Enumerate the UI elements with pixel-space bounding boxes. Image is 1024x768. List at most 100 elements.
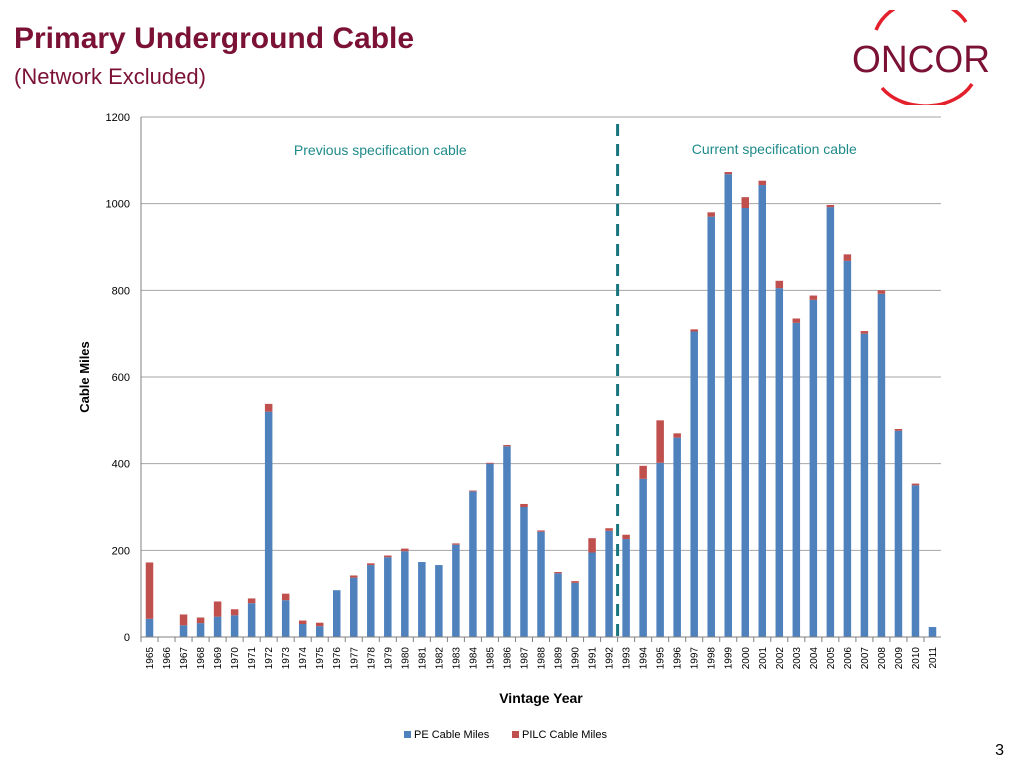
x-tick-label: 1992 [605,647,616,670]
bar-pilc-1973 [281,593,290,601]
bar-pe-1970 [230,615,239,637]
bar-pilc-1977 [350,575,358,578]
x-tick-label: 2002 [775,647,786,670]
bar-pe-1965 [145,618,154,637]
bar-pilc-2006 [843,254,852,261]
x-tick-label: 1982 [434,647,445,670]
slide-subtitle: (Network Excluded) [14,64,206,89]
x-tick-label: 1968 [196,647,207,670]
bar-pilc-1970 [230,609,239,616]
bar-pe-1979 [384,557,392,637]
x-tick-label: 1983 [451,647,462,670]
x-tick-label: 2011 [928,647,939,669]
bar-pe-2006 [843,260,852,637]
bar-pe-1989 [554,573,562,637]
bar-pe-1980 [401,551,409,637]
bar-pe-1994 [639,478,647,637]
x-tick-label: 1987 [519,647,530,670]
y-tick-labels: 0 200 400 600 800 1000 1200 [106,112,130,644]
bar-pe-1982 [435,565,443,637]
bar-pe-1967 [179,625,188,637]
bar-pilc-1997 [690,329,698,332]
bar-pe-1983 [452,544,460,637]
x-tick-label: 1999 [724,647,735,670]
x-tick-label: 2009 [894,647,905,670]
page-number: 3 [995,742,1004,759]
x-tick-label: 1998 [707,647,718,670]
x-tick-label: 2008 [877,647,888,670]
x-tick-label: 2000 [741,647,752,670]
bar-pe-1988 [537,531,545,637]
x-tick-label: 1976 [332,647,343,670]
bar-pilc-1985 [486,462,494,464]
bar-pilc-1969 [213,601,222,617]
annotation-previous-spec: Previous specification cable [294,142,467,158]
bar-pilc-1980 [401,548,409,552]
x-tick-label: 1974 [298,647,309,670]
bar-pilc-1984 [469,490,477,492]
bar-pe-2007 [860,333,869,637]
bar-pe-1985 [486,463,494,637]
bar-pe-1995 [656,462,664,637]
x-tick-label: 1981 [417,647,428,670]
x-tick-label: 1972 [264,647,275,670]
y-axis-label: Cable Miles [77,341,92,413]
bar-pilc-1994 [639,465,647,479]
x-tick-label: 1980 [400,647,411,670]
bar-pilc-1983 [452,543,460,545]
bar-pe-1974 [298,624,307,637]
x-tick-label: 2001 [758,647,769,670]
y-tick-label: 0 [124,632,130,644]
bar-pilc-1996 [673,433,681,438]
bar-pilc-1993 [622,534,630,540]
bar-pilc-2001 [758,180,767,186]
bar-pe-1969 [213,616,222,637]
x-tick-label: 1991 [588,647,599,670]
bar-pe-2003 [792,322,801,637]
bar-pilc-1979 [384,555,392,558]
bar-pe-1978 [367,565,375,637]
bar-pilc-1989 [554,572,562,574]
bar-pe-1986 [503,446,511,637]
bar-pilc-1991 [588,538,596,553]
bar-pe-1984 [469,491,477,637]
x-tick-label: 1966 [162,647,173,670]
bar-pilc-1998 [707,212,715,217]
x-axis-label: Vintage Year [499,690,583,706]
bar-pilc-1965 [145,562,154,619]
legend-swatch-pilc [512,731,519,738]
x-tick-label: 1975 [315,647,326,670]
x-tick-label: 1986 [502,647,513,670]
x-tick-label: 2003 [792,647,803,670]
bar-pilc-2010 [911,483,920,486]
bar-pe-1998 [707,216,715,637]
bar-pilc-2008 [877,290,886,294]
x-tick-label: 1997 [690,647,701,670]
x-tick-label: 1995 [656,647,667,670]
x-tick-label: 1996 [673,647,684,670]
bar-pe-1973 [281,600,290,637]
bar-pe-1981 [418,562,426,637]
x-tick-label: 1988 [537,647,548,670]
bar-pe-1993 [622,539,630,637]
x-tick-label: 2007 [860,647,871,670]
y-tick-label: 1200 [106,112,130,124]
bar-pilc-2007 [860,331,869,334]
bar-pe-2004 [809,299,818,637]
bars [145,172,937,638]
bar-pilc-1975 [315,622,324,627]
oncor-logo: ONCOR [852,10,990,105]
bar-pe-2005 [826,207,835,637]
bar-pe-1992 [605,530,613,637]
bar-pe-2001 [758,185,767,638]
bar-pe-1975 [315,626,324,637]
bar-pe-1968 [196,623,205,637]
x-tick-labels: 1965 1966 1967 1968 1969 1970 1971 1972 1973 1974… [140,637,939,670]
bar-pilc-2000 [741,197,750,208]
x-tick-label: 2010 [911,647,922,670]
bar-pe-2009 [894,430,903,637]
x-tick-label: 1993 [622,647,633,670]
x-tick-label: 1970 [230,647,241,670]
x-tick-label: 1979 [383,647,394,670]
bar-pe-2010 [911,485,920,637]
